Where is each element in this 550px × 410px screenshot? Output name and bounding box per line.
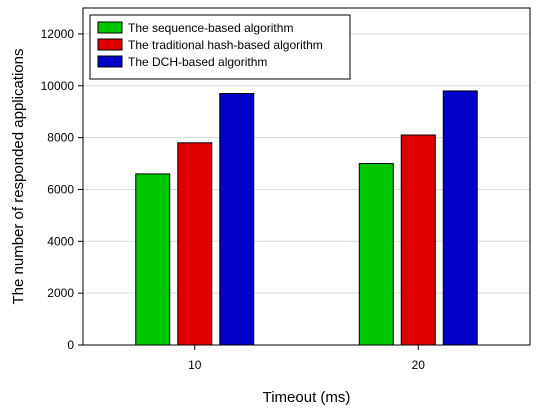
legend-label: The DCH-based algorithm	[128, 55, 267, 69]
y-tick-label: 6000	[47, 182, 74, 196]
legend-label: The traditional hash-based algorithm	[128, 38, 323, 52]
legend-swatch	[97, 38, 123, 51]
bar	[219, 93, 255, 346]
y-tick-label: 0	[67, 338, 74, 352]
y-tick-label: 10000	[41, 79, 75, 93]
y-tick-label: 12000	[41, 27, 75, 41]
legend-swatch	[97, 55, 123, 68]
plot-frame	[82, 7, 531, 346]
x-tick-label: 10	[188, 358, 202, 372]
y-axis-title: The number of responded applications	[10, 49, 27, 305]
x-tick-label: 20	[412, 358, 426, 372]
axes: 0 2000 4000 6000 8000 10000 12000 10 20	[41, 27, 426, 372]
legend-box	[89, 14, 351, 80]
bar	[400, 134, 436, 346]
x-axis-title: Timeout (ms)	[263, 389, 351, 406]
y-tick-label: 8000	[47, 131, 74, 145]
bar	[442, 90, 478, 346]
y-tick-label: 4000	[47, 234, 74, 248]
legend-swatch	[97, 21, 123, 34]
bar	[177, 142, 213, 346]
legend: The sequence-based algorithm The traditio…	[89, 14, 351, 80]
y-tick-label: 2000	[47, 286, 74, 300]
legend-label: The sequence-based algorithm	[128, 21, 293, 35]
bars	[135, 90, 478, 346]
bar	[358, 163, 394, 346]
bar	[135, 173, 171, 346]
